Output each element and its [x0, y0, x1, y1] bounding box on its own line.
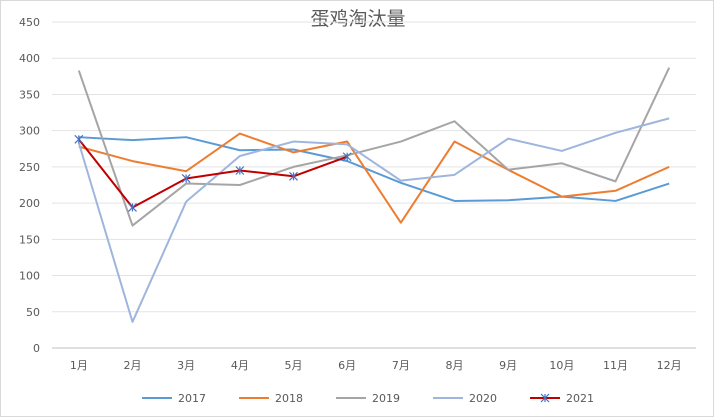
y-tick-label: 200 — [19, 197, 40, 210]
series-2019 — [77, 67, 671, 227]
series-line — [77, 67, 671, 227]
y-axis-ticks: 0 50 100 150 200 250 300 350 400 450 — [19, 16, 40, 355]
series-line — [78, 138, 348, 209]
x-tick-label: 3月 — [177, 359, 195, 372]
x-axis-ticks: 1月 2月 3月 4月 5月 6月 7月 8月 9月 10月 11月 12月 — [70, 359, 682, 372]
x-tick-label: 10月 — [549, 359, 574, 372]
y-tick-label: 350 — [19, 88, 40, 101]
legend: 2017 2018 2019 2020 2021 — [142, 392, 594, 405]
legend-label: 2020 — [469, 392, 497, 405]
data-point-marker — [181, 174, 191, 183]
legend-label: 2019 — [372, 392, 400, 405]
x-tick-label: 11月 — [603, 359, 628, 372]
x-tick-label: 1月 — [70, 359, 88, 372]
legend-item-2020: 2020 — [433, 392, 497, 405]
legend-item-2018: 2018 — [239, 392, 303, 405]
series-lines — [74, 67, 671, 323]
x-tick-label: 2月 — [124, 359, 142, 372]
series-line — [77, 117, 670, 323]
legend-label: 2018 — [275, 392, 303, 405]
data-point-marker — [128, 203, 137, 212]
x-tick-label: 8月 — [446, 359, 464, 372]
x-tick-label: 5月 — [285, 359, 303, 372]
series-line — [78, 136, 670, 202]
y-tick-label: 150 — [19, 233, 40, 246]
y-tick-label: 300 — [19, 125, 40, 138]
data-point-marker — [342, 152, 352, 162]
y-tick-label: 0 — [33, 342, 40, 355]
legend-label: 2021 — [566, 392, 594, 405]
x-tick-label: 4月 — [231, 359, 249, 372]
legend-item-2019: 2019 — [336, 392, 400, 405]
y-tick-label: 400 — [19, 52, 40, 65]
series-2020 — [77, 117, 670, 323]
gridlines — [52, 21, 696, 349]
x-tick-label: 6月 — [338, 359, 356, 372]
data-point-marker — [235, 166, 245, 175]
data-point-marker — [74, 134, 84, 144]
legend-item-2021: 2021 — [530, 392, 594, 405]
series-2021 — [74, 134, 352, 212]
series-2017 — [78, 136, 670, 202]
y-tick-label: 450 — [19, 16, 40, 29]
y-tick-label: 50 — [26, 306, 40, 319]
legend-label: 2017 — [178, 392, 206, 405]
chart-title: 蛋鸡淘汰量 — [310, 8, 406, 30]
y-tick-label: 100 — [19, 270, 40, 283]
data-point-marker — [289, 171, 298, 181]
legend-item-2017: 2017 — [142, 392, 206, 405]
y-tick-label: 250 — [19, 161, 40, 174]
x-tick-label: 12月 — [657, 359, 682, 372]
series-line — [78, 132, 670, 224]
series-2018 — [78, 132, 670, 224]
x-tick-label: 7月 — [392, 359, 410, 372]
x-tick-label: 9月 — [499, 359, 517, 372]
